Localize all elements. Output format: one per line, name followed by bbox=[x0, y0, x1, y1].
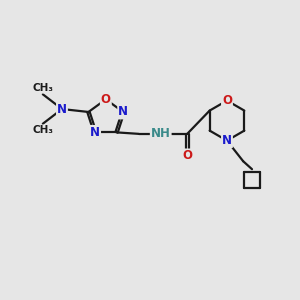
Text: O: O bbox=[101, 93, 111, 106]
Text: O: O bbox=[182, 149, 192, 162]
Text: CH₃: CH₃ bbox=[32, 83, 53, 93]
Text: NH: NH bbox=[151, 128, 171, 140]
Text: N: N bbox=[118, 106, 128, 118]
Text: CH₃: CH₃ bbox=[32, 125, 53, 135]
Text: N: N bbox=[90, 126, 100, 139]
Text: O: O bbox=[222, 94, 232, 107]
Text: N: N bbox=[57, 103, 67, 116]
Text: N: N bbox=[222, 134, 232, 147]
